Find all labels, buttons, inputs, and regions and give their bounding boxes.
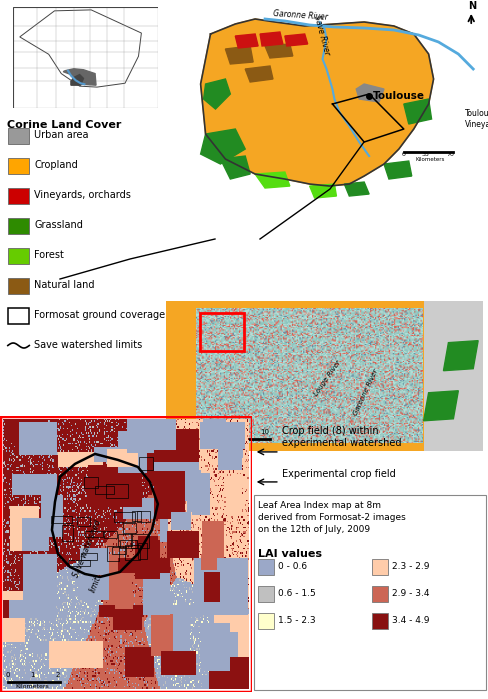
- Bar: [137, 512, 150, 522]
- Bar: [131, 534, 149, 548]
- Bar: [132, 511, 141, 521]
- Text: 1.5 - 2.3: 1.5 - 2.3: [278, 617, 315, 626]
- Bar: [119, 534, 132, 546]
- Bar: [424, 301, 483, 451]
- Text: limit: limit: [88, 575, 102, 594]
- Bar: [258, 559, 274, 575]
- Bar: [200, 312, 244, 351]
- Polygon shape: [285, 34, 307, 46]
- Bar: [8, 247, 29, 264]
- Text: 1: 1: [30, 672, 35, 678]
- Text: 5: 5: [230, 428, 235, 435]
- Polygon shape: [345, 182, 369, 196]
- Text: Louge River: Louge River: [313, 359, 342, 397]
- Polygon shape: [260, 32, 283, 46]
- Text: Kilometers: Kilometers: [15, 684, 49, 689]
- Polygon shape: [356, 84, 384, 102]
- Bar: [372, 559, 388, 575]
- Bar: [62, 525, 73, 540]
- Bar: [8, 158, 29, 174]
- Polygon shape: [404, 99, 431, 124]
- Polygon shape: [235, 34, 258, 48]
- Bar: [8, 308, 29, 324]
- Text: 0: 0: [402, 152, 406, 157]
- Polygon shape: [245, 66, 273, 82]
- Text: 70: 70: [447, 152, 454, 157]
- Text: Garonne River: Garonne River: [352, 368, 379, 417]
- Bar: [51, 516, 72, 524]
- Bar: [107, 546, 119, 561]
- Text: Corine Land Cover: Corine Land Cover: [7, 120, 121, 130]
- Text: 35: 35: [422, 152, 429, 157]
- Text: 2.9 - 3.4: 2.9 - 3.4: [392, 589, 429, 598]
- Text: Urban area: Urban area: [34, 130, 89, 140]
- Bar: [258, 586, 274, 602]
- Bar: [112, 547, 126, 554]
- Polygon shape: [255, 172, 290, 188]
- Bar: [254, 495, 486, 690]
- Bar: [372, 586, 388, 602]
- Bar: [258, 613, 274, 629]
- Text: Save River: Save River: [312, 14, 331, 56]
- Polygon shape: [71, 75, 83, 85]
- Bar: [139, 543, 147, 559]
- Text: Experimental crop field: Experimental crop field: [282, 469, 396, 479]
- Bar: [114, 512, 135, 522]
- Text: 0.6 - 1.5: 0.6 - 1.5: [278, 589, 316, 598]
- Bar: [8, 217, 29, 233]
- Text: 3.4 - 4.9: 3.4 - 4.9: [392, 617, 429, 626]
- Text: Kilometers: Kilometers: [216, 442, 249, 447]
- Bar: [68, 560, 90, 566]
- Polygon shape: [265, 44, 293, 58]
- Text: N: N: [468, 1, 476, 11]
- Polygon shape: [203, 79, 230, 109]
- Polygon shape: [201, 19, 433, 186]
- Bar: [81, 553, 97, 561]
- Text: Save watershed: Save watershed: [72, 519, 103, 579]
- Text: 0 - 0.6: 0 - 0.6: [278, 563, 307, 572]
- Text: Natural land: Natural land: [34, 280, 95, 289]
- Text: Vineyards, orchards: Vineyards, orchards: [34, 189, 131, 200]
- Text: Save watershed limits: Save watershed limits: [34, 340, 142, 350]
- Polygon shape: [444, 340, 478, 370]
- Bar: [123, 523, 136, 533]
- Text: Cropland: Cropland: [34, 160, 78, 170]
- Text: 2.3 - 2.9: 2.3 - 2.9: [392, 563, 429, 572]
- Text: 10: 10: [260, 428, 269, 435]
- Polygon shape: [221, 156, 250, 179]
- Bar: [139, 456, 153, 470]
- Text: Garonne River: Garonne River: [273, 9, 328, 22]
- Text: 0: 0: [6, 672, 11, 678]
- Polygon shape: [424, 391, 458, 421]
- Text: Forest: Forest: [34, 250, 64, 259]
- Bar: [8, 278, 29, 294]
- Polygon shape: [20, 10, 142, 87]
- Bar: [77, 517, 90, 526]
- Text: Crop field (8) within
experimental watershed: Crop field (8) within experimental water…: [282, 426, 401, 448]
- Bar: [8, 188, 29, 203]
- Bar: [84, 477, 98, 488]
- Text: Leaf Area Index map at 8m
derived from Formosat-2 images
on the 12th of July, 20: Leaf Area Index map at 8m derived from F…: [258, 501, 406, 533]
- Text: 2: 2: [56, 672, 61, 678]
- Polygon shape: [310, 184, 336, 198]
- Polygon shape: [384, 161, 412, 179]
- Bar: [103, 531, 117, 538]
- Polygon shape: [225, 46, 253, 64]
- Polygon shape: [63, 69, 96, 85]
- Text: 0: 0: [201, 428, 205, 435]
- Text: Toulouse: Toulouse: [373, 91, 425, 101]
- Text: Toulouse
Vineyards: Toulouse Vineyards: [465, 109, 488, 129]
- Bar: [372, 613, 388, 629]
- Bar: [95, 486, 114, 494]
- Text: Formosat ground coverage: Formosat ground coverage: [34, 310, 165, 319]
- Polygon shape: [201, 129, 245, 164]
- Bar: [120, 540, 137, 548]
- Text: LAI values: LAI values: [258, 549, 322, 559]
- Bar: [8, 128, 29, 144]
- Bar: [85, 531, 103, 537]
- Text: Kilometers: Kilometers: [416, 157, 445, 162]
- Bar: [125, 545, 140, 560]
- Text: Grassland: Grassland: [34, 219, 83, 230]
- Bar: [106, 484, 128, 498]
